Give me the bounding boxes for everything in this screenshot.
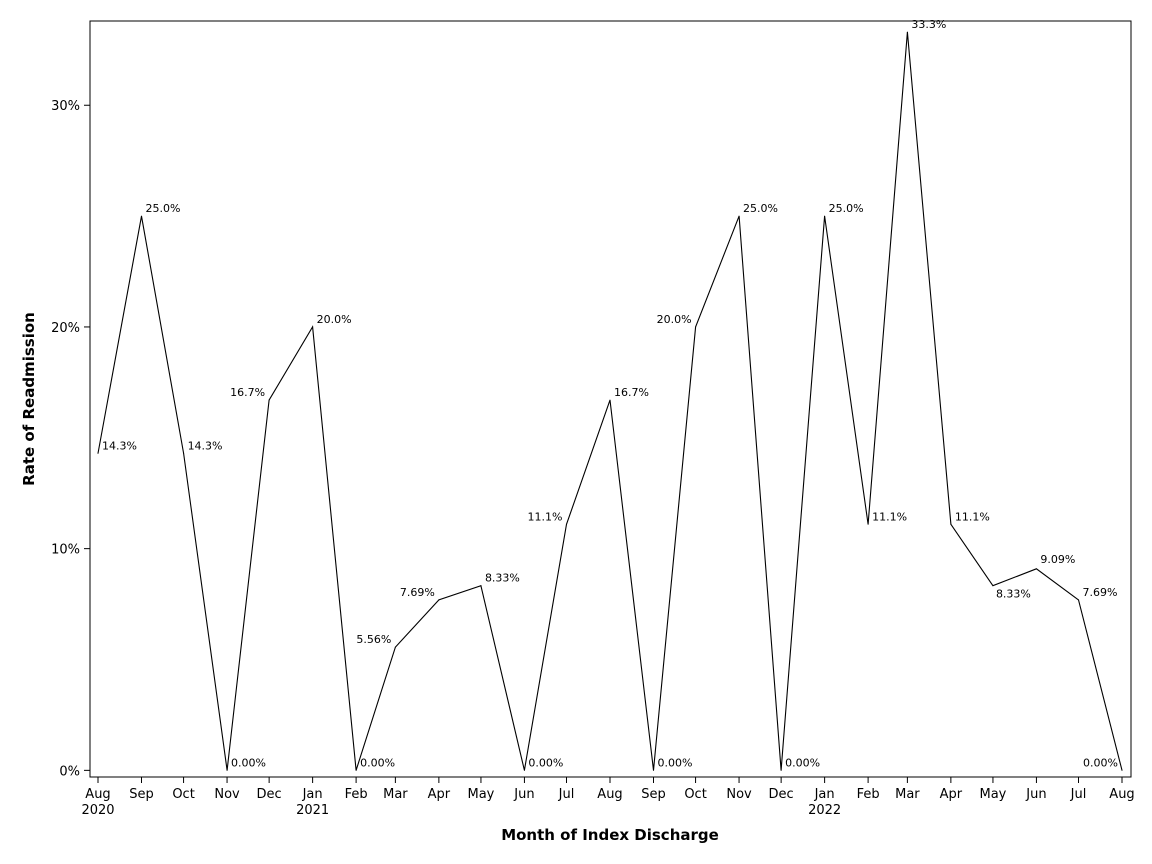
data-point xyxy=(992,585,994,587)
data-label: 0.00% xyxy=(1083,756,1118,769)
x-tick-label: Nov xyxy=(726,787,752,802)
data-point xyxy=(652,769,654,771)
data-label: 11.1% xyxy=(872,510,907,523)
data-label: 0.00% xyxy=(785,756,820,769)
data-point xyxy=(906,31,908,33)
x-tick-label: Nov xyxy=(214,787,240,802)
data-point xyxy=(1035,568,1037,570)
x-tick-label: Jul xyxy=(558,787,575,802)
y-axis-title: Rate of Readmission xyxy=(20,312,38,486)
data-label: 7.69% xyxy=(400,586,435,599)
data-label: 33.3% xyxy=(911,18,946,31)
x-tick-label: Oct xyxy=(172,787,194,802)
data-label: 25.0% xyxy=(829,202,864,215)
x-tick-label: Mar xyxy=(895,787,920,802)
data-point xyxy=(394,646,396,648)
data-point xyxy=(355,769,357,771)
data-point xyxy=(183,452,185,454)
data-label: 8.33% xyxy=(996,588,1031,601)
series-line xyxy=(97,32,1123,771)
data-point xyxy=(438,599,440,601)
x-tick-label: Aug xyxy=(85,787,110,802)
data-point xyxy=(268,399,270,401)
data-label: 0.00% xyxy=(231,756,266,769)
x-tick-label: Jul xyxy=(1070,787,1087,802)
data-point xyxy=(738,215,740,217)
x-tick-label: Sep xyxy=(641,787,666,802)
data-label: 0.00% xyxy=(360,756,395,769)
x-tick-label: Apr xyxy=(428,787,451,802)
x-tick-label: Aug xyxy=(1109,787,1134,802)
data-point xyxy=(97,452,99,454)
data-point xyxy=(523,769,525,771)
x-tick-label: Aug xyxy=(597,787,622,802)
y-tick-label: 30% xyxy=(51,99,80,114)
x-tick-label: Dec xyxy=(257,787,282,802)
data-label: 16.7% xyxy=(230,386,265,399)
x-tick-label: Feb xyxy=(857,787,880,802)
x-tick-label: Jun xyxy=(513,787,534,802)
data-label: 9.09% xyxy=(1040,553,1075,566)
x-tick-label: Dec xyxy=(769,787,794,802)
x-tick-label: Jun xyxy=(1025,787,1046,802)
data-point xyxy=(566,523,568,525)
x-tick-label: Feb xyxy=(345,787,368,802)
x-tick-label: Oct xyxy=(684,787,706,802)
x-tick-label: Mar xyxy=(383,787,408,802)
y-tick-label: 10% xyxy=(51,543,80,558)
x-tick-label: Jan xyxy=(302,787,323,802)
y-tick-label: 0% xyxy=(59,764,80,779)
data-point xyxy=(824,215,826,217)
data-label: 0.00% xyxy=(528,756,563,769)
data-label: 25.0% xyxy=(145,202,180,215)
x-axis-title: Month of Index Discharge xyxy=(501,826,719,844)
data-label: 20.0% xyxy=(657,313,692,326)
data-point xyxy=(609,399,611,401)
data-point xyxy=(867,523,869,525)
x-tick-label: Sep xyxy=(129,787,154,802)
data-point xyxy=(480,585,482,587)
data-point xyxy=(312,326,314,328)
x-tick-year-label: 2020 xyxy=(81,803,114,818)
data-point xyxy=(1078,599,1080,601)
data-point xyxy=(1121,769,1123,771)
data-label: 11.1% xyxy=(955,510,990,523)
x-tick-label: Apr xyxy=(940,787,963,802)
data-point xyxy=(950,523,952,525)
data-label: 0.00% xyxy=(657,756,692,769)
x-tick-label: May xyxy=(468,787,495,802)
data-label: 7.69% xyxy=(1083,586,1118,599)
data-label: 16.7% xyxy=(614,386,649,399)
data-label: 5.56% xyxy=(356,633,391,646)
data-label: 14.3% xyxy=(102,439,137,452)
data-label: 8.33% xyxy=(485,572,520,585)
data-point xyxy=(140,215,142,217)
data-labels: 14.3% 25.0% 14.3% 0.00% 16.7% 20.0% 0.00% 5.56%… xyxy=(97,18,1123,771)
x-tick-year-label: 2021 xyxy=(296,803,329,818)
data-label: 11.1% xyxy=(528,510,563,523)
x-tick-label: Jan xyxy=(814,787,835,802)
x-tick-year-label: 2022 xyxy=(808,803,841,818)
data-label: 20.0% xyxy=(317,313,352,326)
data-label: 25.0% xyxy=(743,202,778,215)
data-label: 14.3% xyxy=(188,439,223,452)
x-tick-label: May xyxy=(980,787,1007,802)
data-point xyxy=(780,769,782,771)
data-point xyxy=(695,326,697,328)
y-axis: 0% 10% 20% 30% xyxy=(51,99,90,779)
y-tick-label: 20% xyxy=(51,321,80,336)
data-point xyxy=(226,769,228,771)
